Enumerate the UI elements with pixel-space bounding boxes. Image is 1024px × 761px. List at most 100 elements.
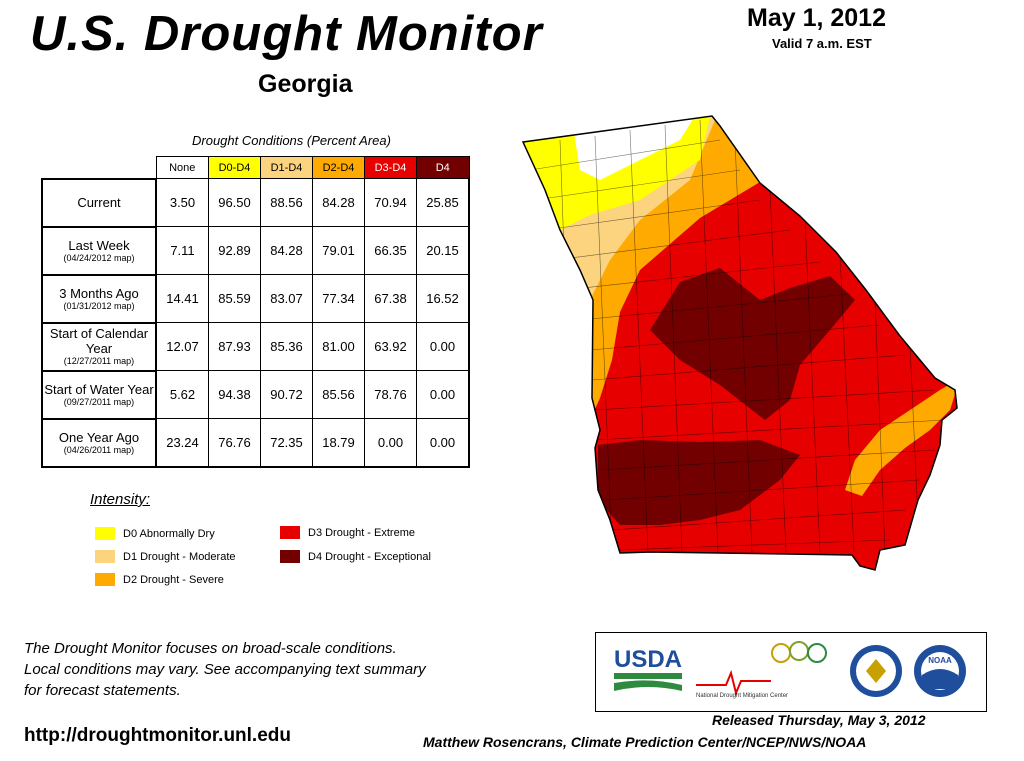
row-label: One Year Ago (04/26/2011 map) [41, 417, 157, 468]
partner-logos: USDA National Drought Mitigation Center … [595, 632, 987, 712]
row-label-text: 3 Months Ago [59, 285, 139, 301]
row-label: Last Week (04/24/2012 map) [41, 225, 157, 276]
row-label-text: Current [77, 195, 121, 210]
table-row: 3 Months Ago (01/31/2012 map) 14.41 85.59… [41, 273, 470, 324]
column-header-d0-d4: D0-D4 [208, 156, 261, 179]
row-label-text: Last Week [68, 237, 130, 253]
disclaimer-note: The Drought Monitor focuses on broad-sca… [24, 638, 426, 701]
table-cell: 85.59 [208, 274, 261, 323]
table-cell: 78.76 [364, 370, 417, 419]
table-cell: 18.79 [312, 418, 365, 468]
tree-icon [807, 643, 827, 663]
ndmc-logo: National Drought Mitigation Center [696, 641, 827, 699]
table-cell: 92.89 [208, 226, 261, 275]
legend-item-d0: D0 Abnormally Dry [95, 527, 215, 540]
map-d2-coast [845, 378, 957, 496]
table-cell: 66.35 [364, 226, 417, 275]
row-label: 3 Months Ago (01/31/2012 map) [41, 273, 157, 324]
table-cell: 3.50 [155, 178, 209, 227]
table-cell: 63.92 [364, 322, 417, 371]
logo-strip: USDA National Drought Mitigation Center … [614, 641, 966, 699]
state-outline [521, 115, 958, 571]
author-credit: Matthew Rosencrans, Climate Prediction C… [423, 734, 867, 750]
table-row: One Year Ago (04/26/2011 map) 23.24 76.76… [41, 417, 470, 468]
table-cell: 16.52 [416, 274, 470, 323]
noaa-text: NOAA [928, 656, 952, 665]
table-cell: 20.15 [416, 226, 470, 275]
column-header-d1-d4: D1-D4 [260, 156, 313, 179]
table-cell: 67.38 [364, 274, 417, 323]
usda-stripe [614, 673, 682, 679]
table-cell: 25.85 [416, 178, 470, 227]
note-line: The Drought Monitor focuses on broad-sca… [24, 640, 397, 657]
table-cell: 83.07 [260, 274, 313, 323]
column-header-none: None [155, 156, 209, 179]
table-cell: 96.50 [208, 178, 261, 227]
row-label: Start of Calendar Year (12/27/2011 map) [41, 321, 157, 372]
table-cell: 0.00 [364, 418, 417, 468]
legend-item-d2: D2 Drought - Severe [95, 573, 224, 586]
table-cell: 72.35 [260, 418, 313, 468]
table-cell: 94.38 [208, 370, 261, 419]
usda-text: USDA [614, 646, 682, 673]
drought-conditions-table: None D0-D4 D1-D4 D2-D4 D3-D4 D4 Current … [41, 156, 470, 468]
tree-icon [771, 643, 791, 663]
legend-label: D3 Drought - Extreme [308, 526, 415, 539]
legend-label: D4 Drought - Exceptional [308, 550, 431, 563]
table-caption: Drought Conditions (Percent Area) [192, 133, 391, 148]
table-row: Current 3.50 96.50 88.56 84.28 70.94 25.… [41, 177, 470, 228]
table-cell: 0.00 [416, 418, 470, 468]
legend-title: Intensity: [90, 491, 151, 508]
row-label-date: (12/27/2011 map) [63, 356, 135, 366]
legend-item-d3: D3 Drought - Extreme [280, 526, 415, 539]
table-cell: 85.56 [312, 370, 365, 419]
row-label-date: (04/24/2012 map) [63, 252, 135, 263]
map-date: May 1, 2012 [747, 4, 886, 32]
usda-field [614, 680, 682, 691]
row-label: Current [41, 177, 157, 228]
column-header-d3-d4: D3-D4 [364, 156, 417, 179]
table-cell: 12.07 [155, 322, 209, 371]
legend-swatch [95, 550, 115, 563]
legend-swatch [280, 550, 300, 563]
table-cell: 23.24 [155, 418, 209, 468]
legend-swatch [280, 526, 300, 539]
legend-label: D2 Drought - Severe [123, 573, 224, 586]
commerce-seal-icon [850, 645, 902, 697]
table-cell: 76.76 [208, 418, 261, 468]
note-line: Local conditions may vary. See accompany… [24, 661, 426, 678]
table-cell: 70.94 [364, 178, 417, 227]
table-cell: 81.00 [312, 322, 365, 371]
table-cell: 77.34 [312, 274, 365, 323]
table-cell: 5.62 [155, 370, 209, 419]
ndmc-text: National Drought Mitigation Center [696, 693, 788, 699]
legend-item-d4: D4 Drought - Exceptional [280, 550, 431, 563]
row-label-date: (01/31/2012 map) [63, 300, 135, 311]
release-date: Released Thursday, May 3, 2012 [712, 712, 926, 728]
table-cell: 79.01 [312, 226, 365, 275]
legend-label: D0 Abnormally Dry [123, 527, 215, 540]
tree-icon [789, 641, 809, 661]
noaa-logo: NOAA [914, 645, 966, 697]
website-url[interactable]: http://droughtmonitor.unl.edu [24, 725, 291, 746]
table-cell: 14.41 [155, 274, 209, 323]
table-header-row: None D0-D4 D1-D4 D2-D4 D3-D4 D4 [42, 156, 470, 179]
row-label-date: (04/26/2011 map) [63, 444, 135, 455]
georgia-drought-map [521, 115, 958, 571]
table-cell: 0.00 [416, 370, 470, 419]
row-label-text: One Year Ago [58, 429, 140, 445]
row-label-date: (09/27/2011 map) [63, 396, 135, 407]
table-cell: 0.00 [416, 322, 470, 371]
row-label-text: Start of Water Year [44, 381, 154, 397]
table-cell: 90.72 [260, 370, 313, 419]
table-cell: 85.36 [260, 322, 313, 371]
legend-swatch [95, 527, 115, 540]
note-line: for forecast statements. [24, 682, 181, 699]
usda-logo: USDA [614, 646, 682, 691]
column-header-d2-d4: D2-D4 [312, 156, 365, 179]
table-row: Start of Calendar Year (12/27/2011 map) 1… [41, 321, 470, 372]
legend-item-d1: D1 Drought - Moderate [95, 550, 236, 563]
table-row: Last Week (04/24/2012 map) 7.11 92.89 84.… [41, 225, 470, 276]
column-header-d4: D4 [416, 156, 470, 179]
table-cell: 84.28 [312, 178, 365, 227]
